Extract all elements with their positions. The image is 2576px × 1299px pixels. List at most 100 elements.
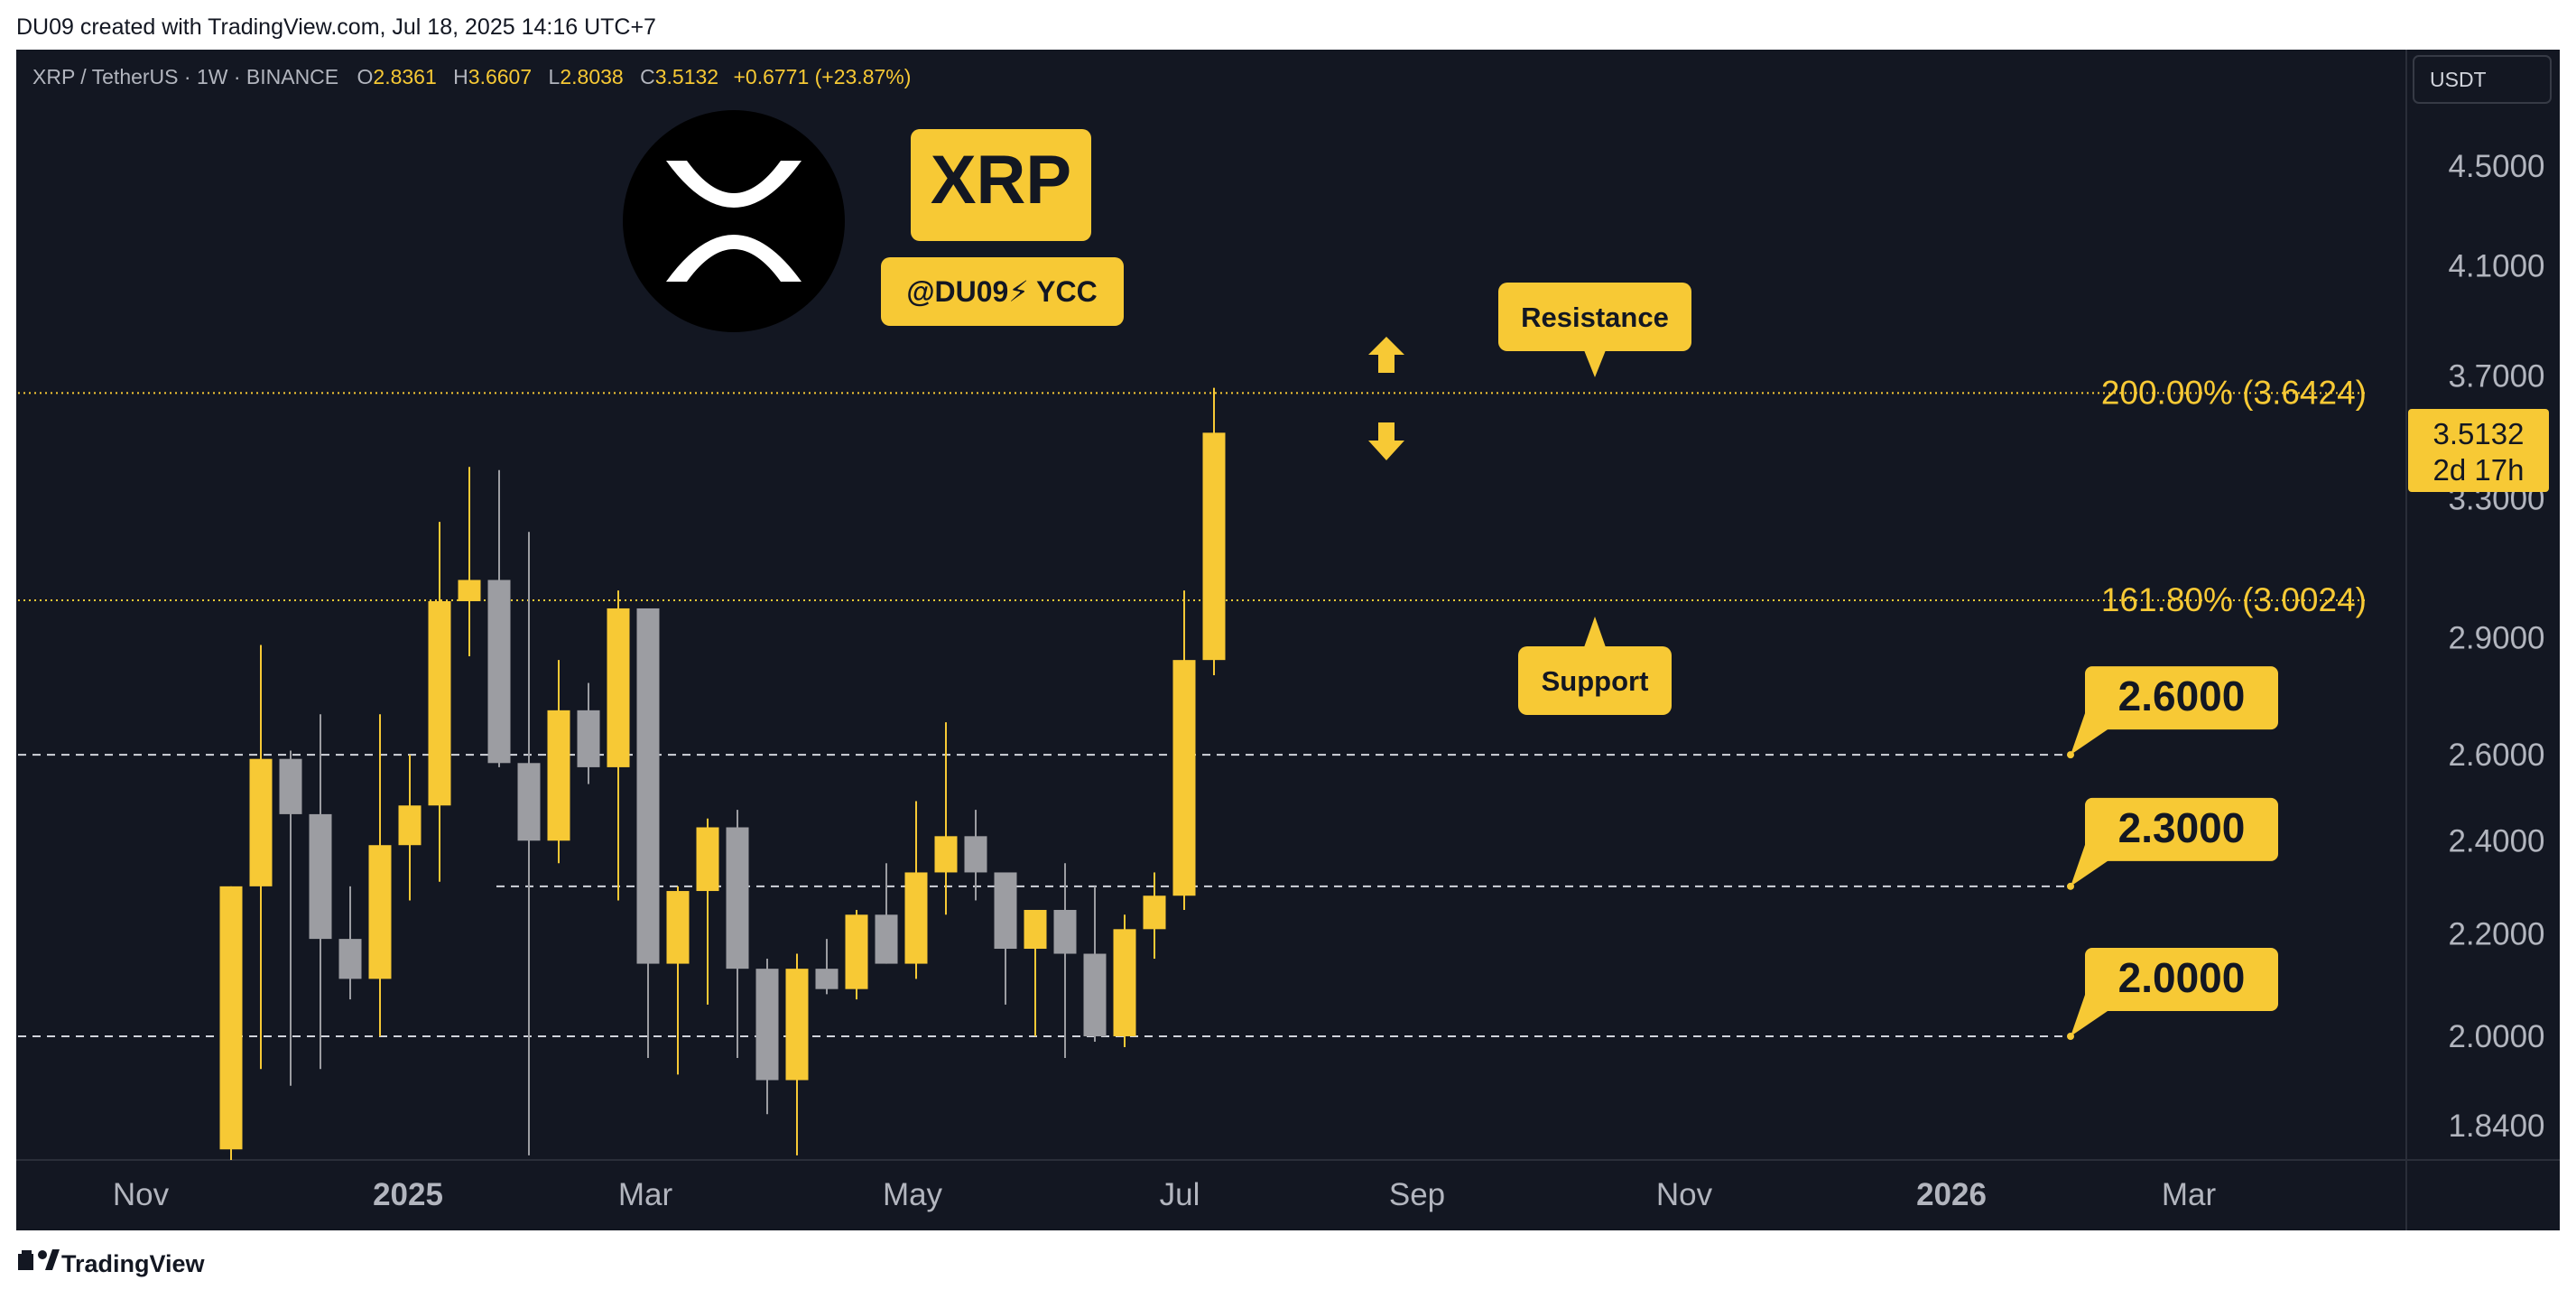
candle[interactable]: [726, 810, 749, 1059]
symbol-name: XRP / TetherUS · 1W · BINANCE: [32, 65, 338, 88]
bar-countdown: 2d 17h: [2433, 453, 2525, 487]
candle[interactable]: [249, 645, 273, 1070]
down-arrow-icon: [1368, 422, 1404, 460]
high-value: 3.6607: [468, 65, 532, 88]
level-badge-label: 2.6000: [2118, 673, 2246, 719]
tradingview-brand-text: TradingView: [61, 1250, 206, 1277]
candle[interactable]: [904, 801, 928, 979]
candle[interactable]: [458, 467, 481, 656]
price-tick-label: 1.8400: [2448, 1109, 2544, 1144]
candle[interactable]: [696, 818, 719, 1005]
candle[interactable]: [368, 714, 392, 1036]
fib-level-label: 161.80% (3.0024): [2101, 581, 2367, 618]
level-badge-label: 2.3000: [2118, 804, 2246, 851]
time-tick-label: Jul: [1160, 1177, 1200, 1212]
candle[interactable]: [607, 590, 630, 901]
price-tick-label: 2.4000: [2448, 823, 2544, 858]
candle-body: [1202, 432, 1226, 661]
time-axis[interactable]: Nov 2025 Mar May Jul Sep Nov 2026 Mar: [113, 1177, 2217, 1212]
candle[interactable]: [517, 532, 541, 1155]
time-tick-label: 2026: [1916, 1177, 1987, 1212]
time-tick-label: Nov: [113, 1177, 170, 1212]
price-tick-label: 2.6000: [2448, 738, 2544, 773]
candle[interactable]: [1143, 872, 1166, 960]
candle-body: [338, 939, 362, 979]
candle-body: [428, 601, 451, 806]
candle-body: [875, 914, 898, 964]
candle-body: [249, 758, 273, 886]
candle[interactable]: [547, 660, 570, 864]
level-badge: [2085, 948, 2278, 1011]
price-tick-label: 2.2000: [2448, 917, 2544, 952]
candle[interactable]: [279, 750, 302, 1086]
candle[interactable]: [1053, 863, 1077, 1059]
tradingview-logo[interactable]: TradingView: [18, 1249, 206, 1277]
level-badge: [2085, 797, 2278, 861]
change-value: +0.6771 (+23.87%): [733, 65, 911, 88]
candle-body: [1024, 909, 1047, 950]
price-axis[interactable]: 4.50004.10003.70003.30002.90002.60002.40…: [2448, 149, 2544, 1144]
candle-body: [547, 710, 570, 841]
candle-body: [219, 886, 243, 1150]
candle-body: [994, 872, 1017, 950]
time-tick-label: Nov: [1656, 1177, 1713, 1212]
ticker-badge-text: XRP: [931, 142, 1071, 218]
candle[interactable]: [398, 755, 422, 901]
candle-body: [517, 763, 541, 841]
candle[interactable]: [1202, 387, 1226, 676]
candle-body: [845, 914, 868, 989]
level-badge-pointer: [2071, 844, 2110, 886]
levels-layer: 200.00% (3.6424) 161.80% (3.0024) 2.6000 2.…: [18, 374, 2367, 1040]
candle[interactable]: [964, 810, 987, 901]
handle-badge: @DU09⚡ YCC: [881, 257, 1124, 326]
currency-button[interactable]: USDT: [2413, 55, 2552, 104]
candle-body: [785, 969, 809, 1081]
candle[interactable]: [666, 886, 690, 1075]
candle-body: [1083, 953, 1107, 1036]
candle[interactable]: [487, 469, 511, 767]
candle[interactable]: [994, 872, 1017, 1005]
candle[interactable]: [1024, 909, 1047, 1036]
candle[interactable]: [636, 608, 660, 1059]
candle-body: [904, 872, 928, 964]
price-tick-label: 2.0000: [2448, 1019, 2544, 1054]
candle[interactable]: [577, 682, 600, 784]
ticker-badge: XRP: [911, 129, 1091, 241]
candle[interactable]: [815, 939, 839, 995]
candle[interactable]: [934, 722, 958, 915]
xrp-logo-icon: [623, 110, 845, 332]
candle-body: [398, 805, 422, 846]
resistance-callout: Resistance: [1498, 283, 1691, 377]
candle[interactable]: [845, 909, 868, 1000]
time-tick-label: Mar: [2162, 1177, 2217, 1212]
candle[interactable]: [219, 886, 243, 1162]
candle[interactable]: [755, 959, 779, 1115]
candle-body: [755, 969, 779, 1081]
candle[interactable]: [785, 953, 809, 1155]
created-by-label: DU09 created with TradingView.com, Jul 1…: [16, 14, 656, 40]
candle[interactable]: [309, 714, 332, 1070]
price-tick-label: 4.1000: [2448, 249, 2544, 284]
candle[interactable]: [428, 522, 451, 882]
support-callout: Support: [1518, 617, 1672, 715]
candle[interactable]: [1113, 914, 1136, 1047]
candle[interactable]: [1083, 886, 1107, 1042]
candle[interactable]: [338, 886, 362, 1000]
handle-badge-text: @DU09⚡ YCC: [906, 275, 1097, 308]
candle[interactable]: [875, 863, 898, 964]
chart-background: [16, 50, 2560, 1230]
fib-level-label: 200.00% (3.6424): [2101, 374, 2367, 411]
symbol-info-bar: XRP / TetherUS · 1W · BINANCE O2.8361 H3…: [32, 65, 911, 88]
price-tick-label: 4.5000: [2448, 149, 2544, 184]
candle-body: [577, 710, 600, 767]
candle-body: [279, 758, 302, 814]
level-badge-label: 2.0000: [2118, 954, 2246, 1001]
candle-body: [1113, 929, 1136, 1036]
level-badge-pointer: [2071, 995, 2110, 1036]
level-badge: [2085, 666, 2278, 730]
candle-body: [487, 580, 511, 764]
candle[interactable]: [1172, 590, 1196, 910]
candle-body: [934, 836, 958, 873]
